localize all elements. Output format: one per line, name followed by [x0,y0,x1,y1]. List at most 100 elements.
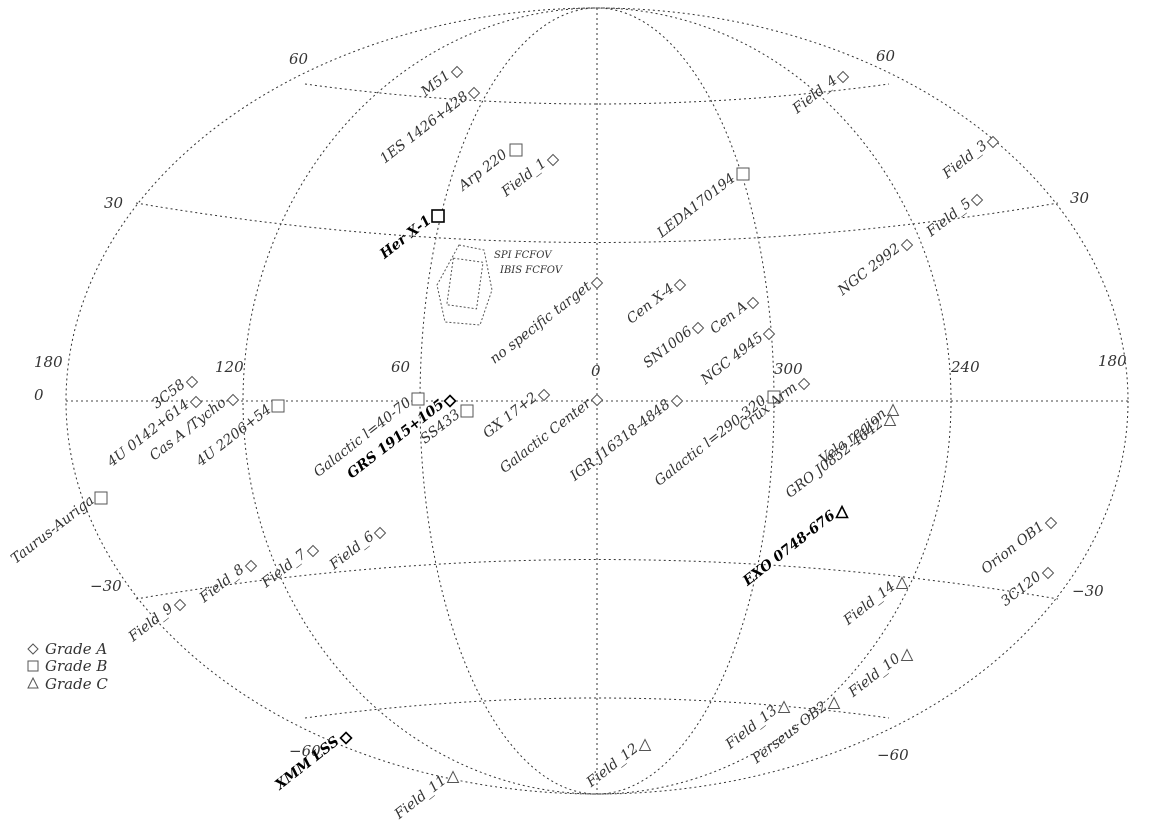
taurus-grade-b-marker [94,491,108,505]
1es-grade-a-marker [467,86,481,100]
field6-grade-a-marker [373,526,387,540]
legend-diamond-icon [27,643,39,655]
legend-square-icon [27,660,39,672]
parallel-m30 [135,559,1059,600]
field10-grade-c-marker [900,648,914,661]
field12-label: Field_12 [583,740,642,791]
field10-label: Field_10 [845,650,904,701]
sn1006-grade-a-marker [691,321,705,335]
galac40-grade-b-marker [411,392,425,406]
exo-label: EXO 0748-676 [739,507,838,590]
field14-grade-c-marker [895,576,909,589]
cena-label: Cen A [707,299,750,338]
galac290-grade-b-marker [767,390,781,404]
3c120-grade-a-marker [1041,566,1055,580]
ngc4945-grade-a-marker [762,327,776,341]
exo-grade-c-marker [835,504,849,519]
nospec-grade-a-marker [590,276,604,290]
field8-grade-a-marker [244,559,258,573]
m51-label: M51 [417,68,453,101]
perseus-label: Perseus OB2 [748,698,830,767]
crux-grade-a-marker [797,377,811,391]
spi-fcfov-label: SPI FCFOV [494,250,553,261]
lon-label-180-left: 180 [34,353,63,371]
lat-label-30-right: 30 [1070,189,1090,207]
lon-label-0: 0 [591,362,601,380]
orion-grade-a-marker [1044,516,1058,530]
3c58-grade-a-marker [185,375,199,389]
lat-label-60-left: 60 [289,50,309,68]
lon-label-60: 60 [391,358,411,376]
lon-label-180-right: 180 [1098,352,1127,370]
arp-grade-b-marker [509,143,523,157]
ngc2992-grade-a-marker [900,238,914,252]
ibis-fcfov-box [446,257,484,310]
ss433-grade-b-marker [460,404,474,418]
herx1-grade-b-marker [431,209,445,223]
orion-label: Orion OB1 [978,519,1047,578]
vela-grade-c-marker [886,403,900,416]
1es-label: 1ES 1426+428 [377,88,471,167]
field9-label: Field_9 [125,600,177,645]
legend-grade-b: Grade B [45,657,107,675]
ngc4945-label: NGC 4945 [697,329,766,388]
igr-grade-a-marker [670,394,684,408]
gx17-grade-a-marker [537,388,551,402]
longitude-labels: 180 120 60 0 300 240 180 [34,352,1127,380]
latitude-labels: 60 60 30 30 0 −30 −30 −60 −60 [34,47,1104,764]
casa-grade-a-marker [226,393,240,407]
spi-fcfov-hexagon [436,244,493,326]
leda-label: LEDA170194 [654,171,739,242]
field3-label: Field_3 [939,137,991,182]
lat-label-m30-right: −30 [1072,582,1104,600]
gro-label: GRO J0852-4642 [783,415,887,501]
4u0142-grade-a-marker [189,395,203,409]
sn1006-label: SN1006 [640,323,695,371]
legend-triangle-icon [27,676,39,689]
field5-grade-a-marker [970,193,984,207]
legend-grade-c: Grade C [45,675,108,693]
lon-label-240: 240 [950,358,980,376]
lat-label-30-left: 30 [104,194,124,212]
field11-label: Field_11 [391,773,449,824]
field4-label: Field_4 [789,73,840,118]
leda-grade-b-marker [736,167,750,181]
ngc2992-label: NGC 2992 [834,240,903,299]
fov-outlines [436,244,493,326]
lat-label-60-right: 60 [876,47,896,65]
field6-label: Field_6 [326,528,378,573]
field12-grade-c-marker [638,738,652,751]
gro-grade-c-marker [883,413,897,426]
field3-grade-a-marker [986,135,1000,149]
3c120-label: 3C120 [998,568,1044,609]
parallel-p30 [135,202,1059,243]
legend: Grade A Grade B Grade C [27,640,108,693]
meridian-120 [242,7,952,795]
field5-label: Field_5 [923,195,975,240]
cena-grade-a-marker [746,296,760,310]
field13-grade-c-marker [777,700,791,713]
field4-grade-a-marker [836,70,850,84]
xmm-grade-a-marker [339,731,353,745]
field1-grade-a-marker [546,153,560,167]
perseus-grade-c-marker [827,696,841,709]
legend-grade-a: Grade A [45,640,107,658]
field11-grade-c-marker [446,770,460,783]
lat-label-m60-left: −60 [289,742,321,760]
gc-grade-a-marker [590,393,604,407]
field9-grade-a-marker [173,598,187,612]
grs1915-grade-a-marker [443,394,457,408]
lat-label-m30-left: −30 [90,577,122,595]
gx17-label: GX 17+2 [480,389,540,441]
4u2206-grade-b-marker [271,399,285,413]
cenx4-grade-a-marker [673,278,687,292]
lat-label-0: 0 [34,386,44,404]
nospec-label: no specific target [487,278,595,367]
lat-label-m60-right: −60 [877,746,909,764]
taurus-label: Taurus-Auriga [8,493,97,568]
cenx4-label: Cen X-4 [624,281,678,328]
ibis-fcfov-label: IBIS FCFOV [499,265,564,276]
field7-grade-a-marker [306,544,320,558]
